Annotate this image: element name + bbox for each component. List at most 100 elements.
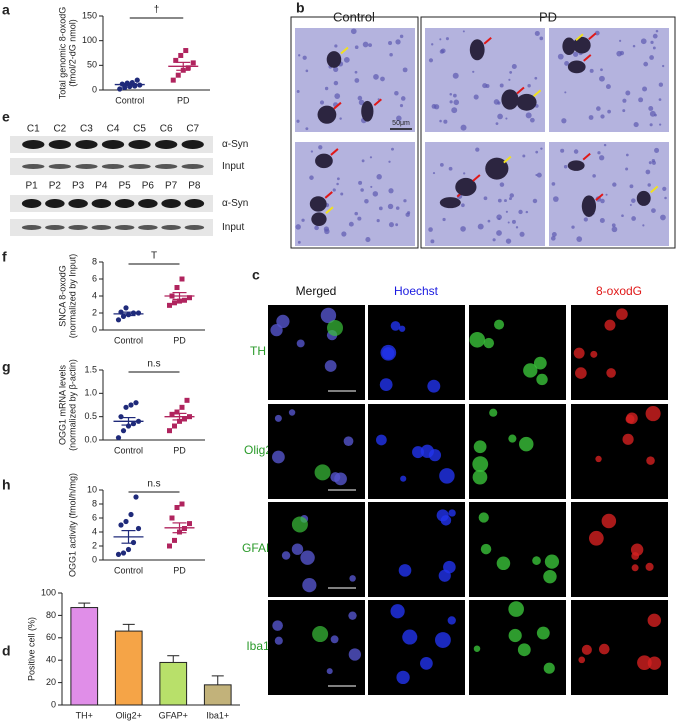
neuron [317, 105, 337, 124]
data-point [172, 300, 177, 306]
nucleus [439, 38, 442, 41]
nucleus [658, 82, 664, 87]
nucleus [388, 160, 391, 163]
x-tick-label: PD [173, 565, 186, 575]
cell-signal [543, 662, 555, 674]
nucleus [652, 46, 656, 50]
nucleus [395, 206, 400, 210]
nucleus [496, 214, 502, 220]
nucleus [461, 203, 465, 208]
cell-signal [440, 515, 452, 526]
cell-signal [637, 655, 652, 670]
data-point [135, 310, 142, 316]
y-axis-label: Total genomic 8-oxodG [57, 7, 67, 100]
nucleus [605, 193, 608, 196]
cell-signal [469, 331, 486, 348]
nucleus [376, 174, 382, 180]
cell-signal [622, 433, 634, 445]
data-point [182, 297, 187, 303]
significance-label: n.s [147, 359, 160, 370]
nucleus [515, 226, 519, 229]
nucleus [350, 28, 357, 35]
neuron [455, 177, 477, 197]
panel-label: a [2, 2, 10, 18]
arrow [483, 37, 492, 45]
cell-signal [508, 434, 517, 443]
data-point [175, 72, 181, 78]
x-tick-label: Control [114, 335, 143, 345]
y-tick-label: 40 [46, 655, 56, 665]
nucleus [519, 231, 525, 237]
y-tick-label: 1.0 [84, 388, 97, 398]
nucleus [650, 40, 654, 44]
cell-signal [581, 644, 592, 655]
band-alpha-syn [128, 140, 151, 149]
cell-signal [326, 668, 333, 675]
y-tick-label: 0 [92, 84, 97, 94]
nucleus [334, 44, 338, 48]
nucleus [508, 78, 511, 81]
nucleus [525, 210, 529, 214]
cell-signal [330, 472, 341, 483]
band-input [45, 225, 65, 230]
nucleus [460, 226, 466, 232]
nucleus [557, 53, 564, 60]
cell-signal [376, 434, 387, 446]
nucleus [550, 236, 556, 241]
band-alpha-syn [45, 199, 65, 208]
data-point [177, 298, 182, 304]
nucleus [448, 166, 453, 171]
cell-signal [274, 636, 283, 645]
data-point [117, 86, 123, 92]
nucleus [658, 98, 662, 101]
y-tick-label: 8 [92, 256, 97, 266]
nucleus [662, 64, 665, 68]
band-alpha-syn [75, 140, 98, 149]
arrow [325, 206, 334, 214]
band-alpha-syn [184, 199, 205, 208]
band-input [75, 164, 98, 169]
cell-signal [448, 509, 456, 517]
nucleus [475, 147, 480, 152]
nucleus [504, 199, 507, 203]
x-tick-label: Control [115, 95, 144, 105]
nucleus [402, 67, 408, 73]
nucleus [373, 74, 379, 80]
nucleus [599, 75, 605, 82]
nucleus [534, 30, 540, 36]
band-alpha-syn [181, 140, 204, 149]
nucleus [407, 211, 411, 215]
control-frame [290, 16, 419, 249]
channel-label: 8-oxodG [596, 284, 642, 298]
nucleus [309, 175, 314, 180]
nucleus [310, 150, 314, 153]
nucleus [452, 72, 459, 79]
neuron [326, 51, 342, 68]
nucleus [612, 182, 617, 187]
cell-signal [508, 628, 522, 643]
nucleus [599, 155, 605, 161]
cell-signal [616, 308, 628, 320]
nucleus [336, 182, 339, 186]
band-input [22, 164, 45, 169]
nucleus [508, 197, 512, 201]
nucleus [376, 219, 380, 223]
nucleus [463, 172, 466, 175]
nucleus [659, 123, 662, 126]
blot-strip [10, 219, 213, 236]
nucleus [399, 34, 404, 39]
nucleus [505, 238, 512, 244]
channel-label: Merged [296, 284, 337, 298]
nucleus [522, 154, 526, 158]
nucleus [439, 119, 442, 123]
cell-signal [595, 455, 602, 463]
cell-signal [478, 512, 489, 523]
data-point [115, 435, 122, 441]
nucleus [449, 100, 453, 104]
cell-signal [276, 314, 290, 329]
nucleus [551, 232, 557, 237]
cell-signal [300, 550, 315, 565]
y-tick-label: 150 [82, 10, 97, 20]
nucleus [535, 150, 539, 154]
band-alpha-syn [114, 199, 135, 208]
